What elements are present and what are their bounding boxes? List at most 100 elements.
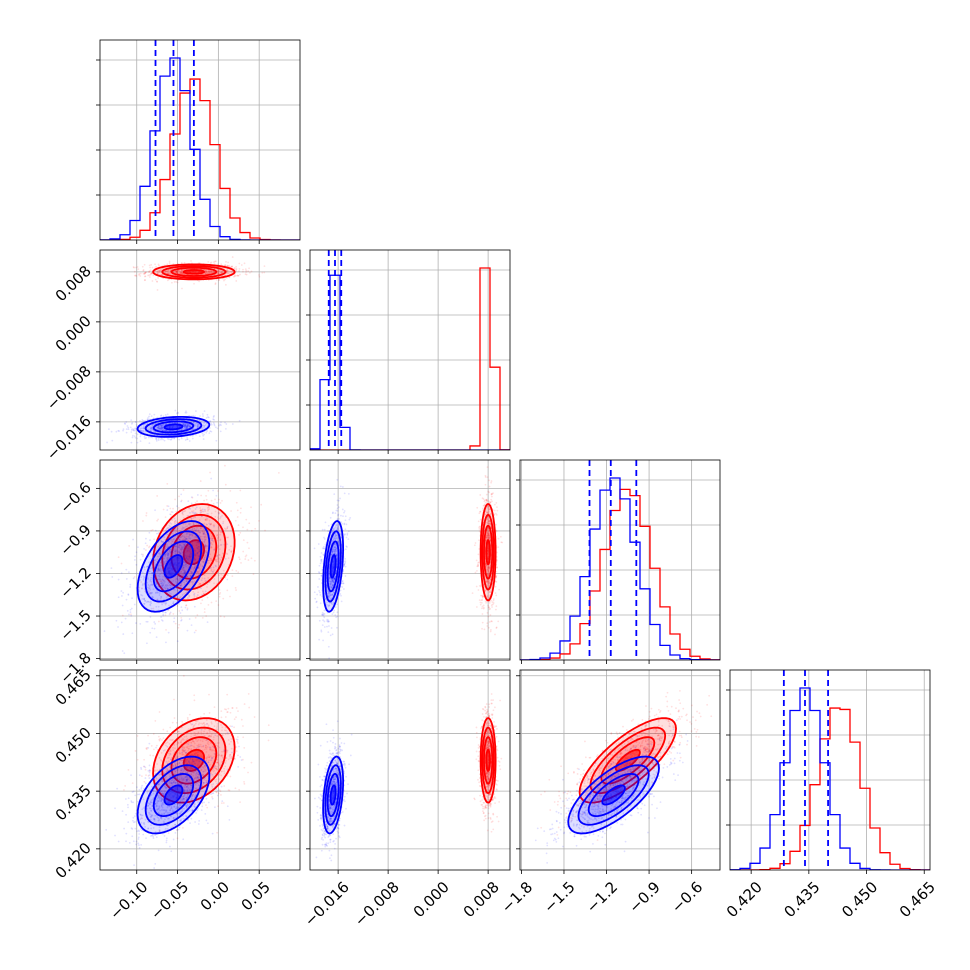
scatter-point xyxy=(167,273,170,275)
scatter-point xyxy=(157,585,160,588)
scatter-point xyxy=(143,598,145,601)
scatter-point xyxy=(245,273,248,276)
scatter-point xyxy=(486,580,489,583)
scatter-point xyxy=(198,572,200,575)
scatter-point xyxy=(193,559,196,562)
scatter-point xyxy=(209,557,212,560)
scatter-point xyxy=(200,535,203,538)
scatter-point xyxy=(167,584,169,587)
scatter-point xyxy=(142,520,144,522)
scatter-point xyxy=(205,494,207,497)
scatter-point xyxy=(194,529,197,532)
scatter-point xyxy=(186,607,189,610)
scatter-point xyxy=(263,265,266,268)
scatter-point xyxy=(473,544,476,547)
scatter-point xyxy=(160,273,163,276)
scatter-point xyxy=(171,550,174,553)
scatter-point xyxy=(184,424,187,427)
scatter-point xyxy=(216,546,219,549)
scatter-point xyxy=(134,274,137,277)
scatter-point xyxy=(153,621,156,623)
scatter-point xyxy=(196,425,199,428)
scatter-point xyxy=(156,571,159,573)
scatter-point xyxy=(250,506,252,509)
scatter-point xyxy=(178,579,181,581)
scatter-point xyxy=(184,606,187,609)
scatter-point xyxy=(202,533,205,536)
scatter-point xyxy=(264,529,266,532)
scatter-point xyxy=(193,528,195,530)
scatter-point xyxy=(235,589,237,591)
scatter-point xyxy=(210,557,213,560)
scatter-point xyxy=(175,271,178,273)
scatter-point xyxy=(496,509,499,512)
scatter-point xyxy=(479,603,482,606)
scatter-point xyxy=(130,613,132,616)
scatter-point xyxy=(157,272,159,275)
scatter-point xyxy=(176,505,178,508)
scatter-point xyxy=(125,421,128,423)
scatter-point xyxy=(188,545,191,548)
scatter-point xyxy=(187,578,190,581)
scatter-point xyxy=(207,603,210,606)
scatter-point xyxy=(207,509,209,512)
scatter-point xyxy=(149,604,152,607)
scatter-point xyxy=(178,551,181,554)
scatter-point xyxy=(158,553,161,556)
scatter-point xyxy=(134,555,136,558)
scatter-point xyxy=(189,548,192,551)
scatter-point xyxy=(151,528,154,531)
scatter-point xyxy=(149,592,152,595)
scatter-point xyxy=(179,584,182,587)
scatter-point xyxy=(221,270,224,273)
scatter-point xyxy=(156,591,159,594)
scatter-point xyxy=(130,614,133,617)
scatter-point xyxy=(199,527,202,530)
scatter-point xyxy=(336,478,339,481)
scatter-point xyxy=(185,565,187,568)
scatter-point xyxy=(480,601,483,604)
scatter-point xyxy=(135,266,137,269)
scatter-point xyxy=(197,423,200,426)
scatter-point xyxy=(183,558,186,560)
scatter-point xyxy=(140,421,143,424)
scatter-point xyxy=(157,271,160,274)
scatter-point xyxy=(188,426,191,428)
scatter-point xyxy=(183,539,186,541)
scatter-point xyxy=(501,541,504,544)
scatter-point xyxy=(206,517,208,520)
scatter-point xyxy=(167,540,170,543)
contour-line xyxy=(144,418,203,436)
histogram-panel-1 xyxy=(306,249,511,454)
scatter-point xyxy=(189,425,192,428)
scatter-point xyxy=(170,538,173,541)
scatter-point xyxy=(211,537,214,540)
scatter-point xyxy=(183,526,186,529)
scatter-point xyxy=(182,273,185,275)
scatter-point xyxy=(481,596,484,599)
scatter-point xyxy=(203,499,206,502)
scatter-point xyxy=(196,547,199,550)
scatter-point xyxy=(224,421,226,424)
scatter-point xyxy=(139,272,142,275)
scatter-point xyxy=(143,427,145,430)
scatter-point xyxy=(195,528,198,531)
scatter-point xyxy=(207,416,210,419)
scatter-point xyxy=(180,272,182,274)
scatter-point xyxy=(152,274,155,277)
scatter-point xyxy=(194,502,197,504)
scatter-point xyxy=(176,577,178,580)
scatter-point xyxy=(182,566,185,569)
scatter-point xyxy=(145,537,147,540)
scatter-point xyxy=(492,603,494,606)
scatter-point xyxy=(226,264,229,267)
scatter-point xyxy=(186,425,189,427)
scatter-point xyxy=(189,552,192,555)
scatter-point xyxy=(205,523,208,526)
scatter-point xyxy=(123,422,126,425)
scatter-point xyxy=(318,638,321,641)
scatter-point xyxy=(342,515,344,518)
scatter-point xyxy=(188,594,191,597)
scatter-point xyxy=(195,506,198,509)
scatter-point xyxy=(189,568,192,571)
